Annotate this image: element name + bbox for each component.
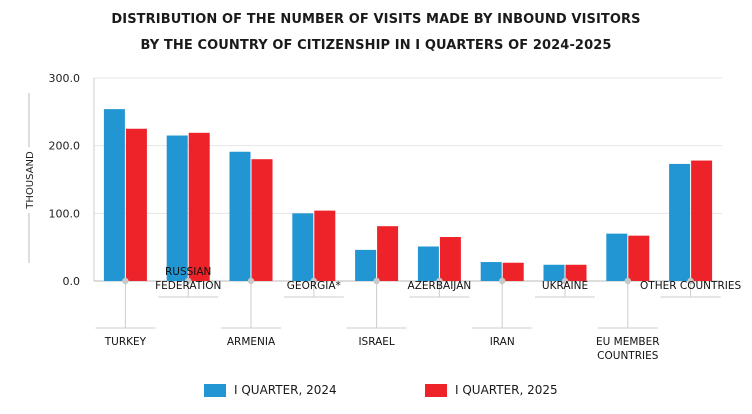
legend-label-2024: I QUARTER, 2024 [234,383,337,397]
category-marker [499,278,505,284]
bar-2024 [669,164,690,281]
bar-2025 [314,211,335,281]
category-label: ARMENIA [227,336,276,348]
legend-item-2025: I QUARTER, 2025 [425,383,558,397]
bar-2024 [167,136,188,281]
bar-2024 [481,262,502,281]
legend-swatch-2024 [204,384,226,397]
bar-2025 [628,236,649,281]
category-label: EU MEMBER [596,336,660,348]
bar-2024 [418,246,439,281]
bar-2024 [355,250,376,281]
category-label: UKRAINE [542,280,588,292]
bar-2024 [544,265,565,281]
bar-2025 [377,226,398,281]
bar-2025 [691,161,712,281]
bar-2025 [503,263,524,281]
y-tick-label: 200.0 [49,140,81,153]
category-label: TURKEY [104,336,147,348]
category-marker [248,278,254,284]
category-label: GEORGIA* [287,280,341,292]
category-label: AZERBAIJAN [408,280,472,292]
category-label: IRAN [490,336,515,348]
bar-2024 [230,152,251,281]
bar-2025 [440,237,461,281]
bar-2025 [126,129,147,281]
category-label: OTHER COUNTRIES [640,280,741,292]
legend-item-2024: I QUARTER, 2024 [204,383,337,397]
bar-2024 [292,213,313,281]
y-tick-label: 300.0 [49,72,81,85]
category-label: FEDERATION [155,280,221,292]
y-tick-label: 0.0 [63,275,81,288]
legend-swatch-2025 [425,384,447,397]
bar-2024 [104,109,125,281]
legend-label-2025: I QUARTER, 2025 [455,383,558,397]
y-axis-label: THOUSAND [25,151,36,210]
y-tick-label: 100.0 [49,207,81,220]
category-label: ISRAEL [358,336,394,348]
category-label: COUNTRIES [597,350,659,362]
category-marker [373,278,379,284]
bar-2024 [606,234,627,281]
bar-2025 [566,265,587,281]
category-marker [122,278,128,284]
bar-2025 [252,159,273,281]
category-marker [625,278,631,284]
bar-2025 [189,133,210,281]
category-label: RUSSIAN [165,266,211,278]
